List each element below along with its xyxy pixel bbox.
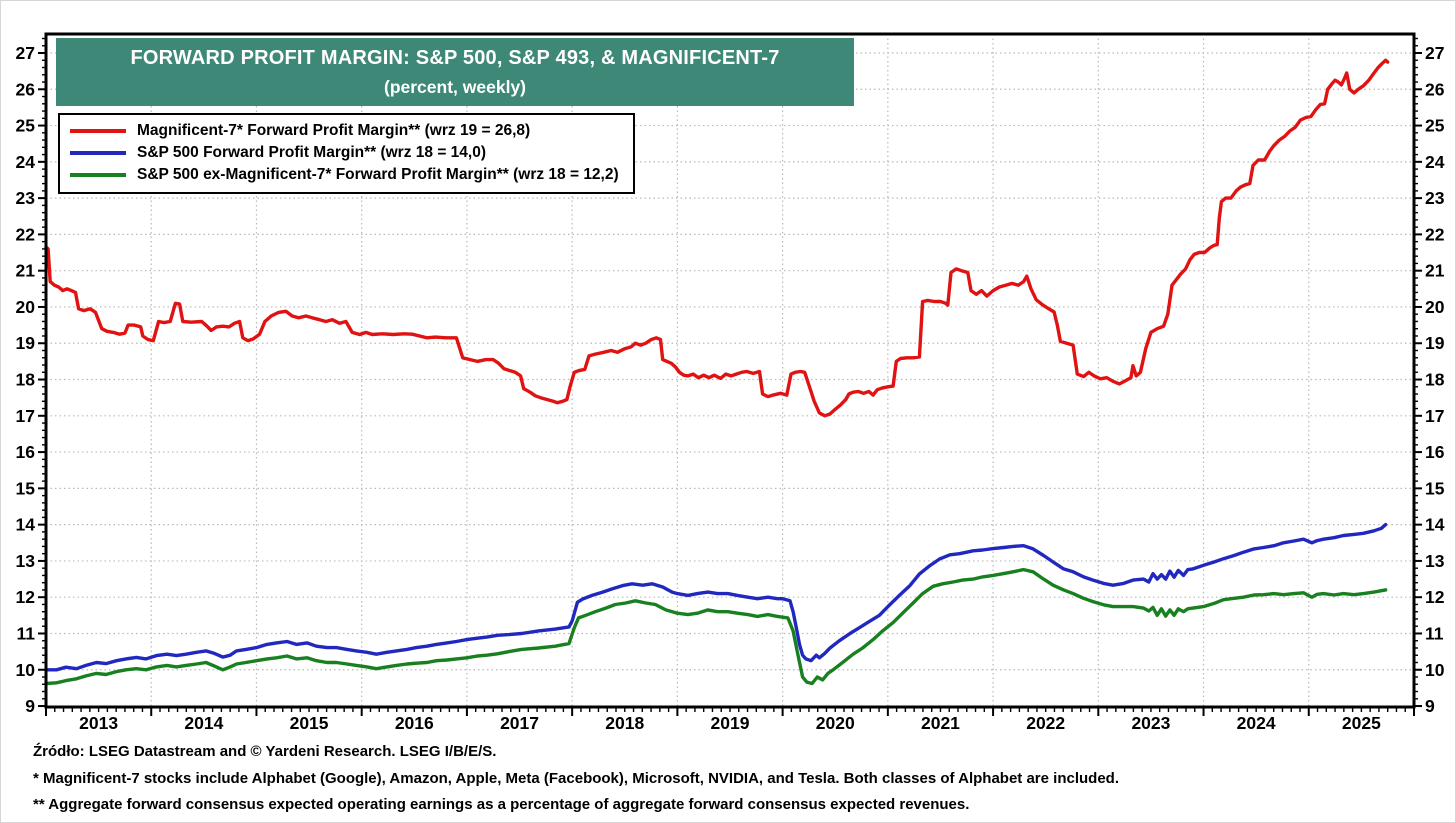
plot-frame [44, 32, 1416, 709]
x-axis-label: 2019 [711, 713, 750, 733]
x-axis-label: 2023 [1131, 713, 1170, 733]
y-axis-label-right: 10 [1425, 660, 1445, 680]
legend-item-sp493: S&P 500 ex-Magnificent-7* Forward Profit… [70, 164, 619, 186]
y-axis-label-right: 14 [1425, 515, 1445, 535]
sp500-line [44, 522, 1388, 672]
y-axis-label-left: 26 [16, 79, 36, 99]
legend: Magnificent-7* Forward Profit Margin** (… [58, 113, 635, 194]
y-axis-label-left: 21 [16, 261, 36, 281]
source-note: Źródło: LSEG Datastream and © Yardeni Re… [33, 743, 497, 760]
chart-subtitle: (percent, weekly) [384, 77, 526, 97]
y-axis-label-left: 24 [16, 152, 36, 172]
x-axis-labels: 2013 2014 2015 2016 2017 2018 2019 2020 2021 2022… [79, 713, 1381, 733]
x-axis-label: 2016 [395, 713, 434, 733]
y-axis-label-right: 13 [1425, 551, 1445, 571]
y-axis-label-left: 23 [16, 188, 36, 208]
series-lines [44, 58, 1390, 686]
x-axis-label: 2018 [605, 713, 644, 733]
y-axis-label-right: 21 [1425, 261, 1445, 281]
y-axis-label-left: 13 [16, 551, 36, 571]
gridlines [46, 34, 1414, 707]
chart-title: FORWARD PROFIT MARGIN: S&P 500, S&P 493,… [130, 47, 780, 69]
legend-item-sp500: S&P 500 Forward Profit Margin** (wrz 18 … [70, 142, 619, 164]
y-axis-label-left: 17 [16, 406, 35, 426]
y-axis-label-right: 27 [1425, 43, 1444, 63]
x-axis-label: 2013 [79, 713, 118, 733]
x-axis-label: 2017 [500, 713, 539, 733]
y-axis-label-right: 20 [1425, 297, 1445, 317]
y-axis-label-right: 9 [1425, 696, 1435, 716]
x-axis-label: 2014 [184, 713, 223, 733]
y-axis-label-left: 10 [16, 660, 36, 680]
y-axis-label-right: 16 [1425, 442, 1445, 462]
y-axis-label-left: 19 [16, 333, 36, 353]
legend-label-mag7: Magnificent-7* Forward Profit Margin** (… [137, 122, 531, 139]
y-axis-label-right: 17 [1425, 406, 1444, 426]
sp493-line-swatch [70, 173, 126, 177]
legend-label-sp493: S&P 500 ex-Magnificent-7* Forward Profit… [137, 166, 619, 183]
y-axis-label-right: 18 [1425, 370, 1445, 390]
mag7-line [44, 58, 1390, 418]
y-axis-label-right: 24 [1425, 152, 1445, 172]
y-axis-labels: 9 9 10 10 11 11 12 12 13 13 14 14 15 15 16 16 17 17 18 18 19… [16, 43, 1445, 716]
x-axis-label: 2022 [1026, 713, 1065, 733]
x-axis-label: 2025 [1342, 713, 1381, 733]
y-axis-label-right: 12 [1425, 587, 1445, 607]
footnote-margin: ** Aggregate forward consensus expected … [33, 796, 970, 813]
y-axis-label-right: 26 [1425, 79, 1445, 99]
y-axis-label-left: 11 [17, 623, 36, 643]
legend-label-sp500: S&P 500 Forward Profit Margin** (wrz 18 … [137, 144, 487, 161]
y-axis-label-left: 16 [16, 442, 36, 462]
y-axis-label-left: 9 [25, 696, 35, 716]
y-axis-label-left: 25 [16, 116, 36, 136]
y-axis-label-right: 23 [1425, 188, 1445, 208]
y-axis-label-right: 25 [1425, 116, 1445, 136]
x-axis-label: 2021 [921, 713, 960, 733]
footer: Źródło: LSEG Datastream and © Yardeni Re… [33, 739, 1119, 819]
y-axis-label-left: 20 [16, 297, 36, 317]
x-axis-label: 2015 [290, 713, 329, 733]
footnote-mag7: * Magnificent-7 stocks include Alphabet … [33, 769, 1119, 787]
sp493-line [44, 567, 1388, 686]
x-axis-label: 2024 [1237, 713, 1276, 733]
y-axis-label-right: 11 [1425, 623, 1444, 643]
y-axis-label-right: 15 [1425, 478, 1445, 498]
y-axis-label-left: 27 [16, 43, 35, 63]
y-axis-label-left: 14 [16, 515, 36, 535]
chart-title-band: FORWARD PROFIT MARGIN: S&P 500, S&P 493,… [56, 38, 854, 106]
legend-item-mag7: Magnificent-7* Forward Profit Margin** (… [70, 120, 619, 142]
sp500-line-swatch [70, 151, 126, 155]
y-axis-label-left: 15 [16, 478, 36, 498]
y-axis-label-left: 12 [16, 587, 36, 607]
x-axis-label: 2020 [816, 713, 855, 733]
mag7-line-swatch [70, 129, 126, 133]
y-axis-label-left: 18 [16, 370, 36, 390]
y-axis-label-left: 22 [16, 224, 36, 244]
y-axis-label-right: 22 [1425, 224, 1445, 244]
y-axis-label-right: 19 [1425, 333, 1445, 353]
